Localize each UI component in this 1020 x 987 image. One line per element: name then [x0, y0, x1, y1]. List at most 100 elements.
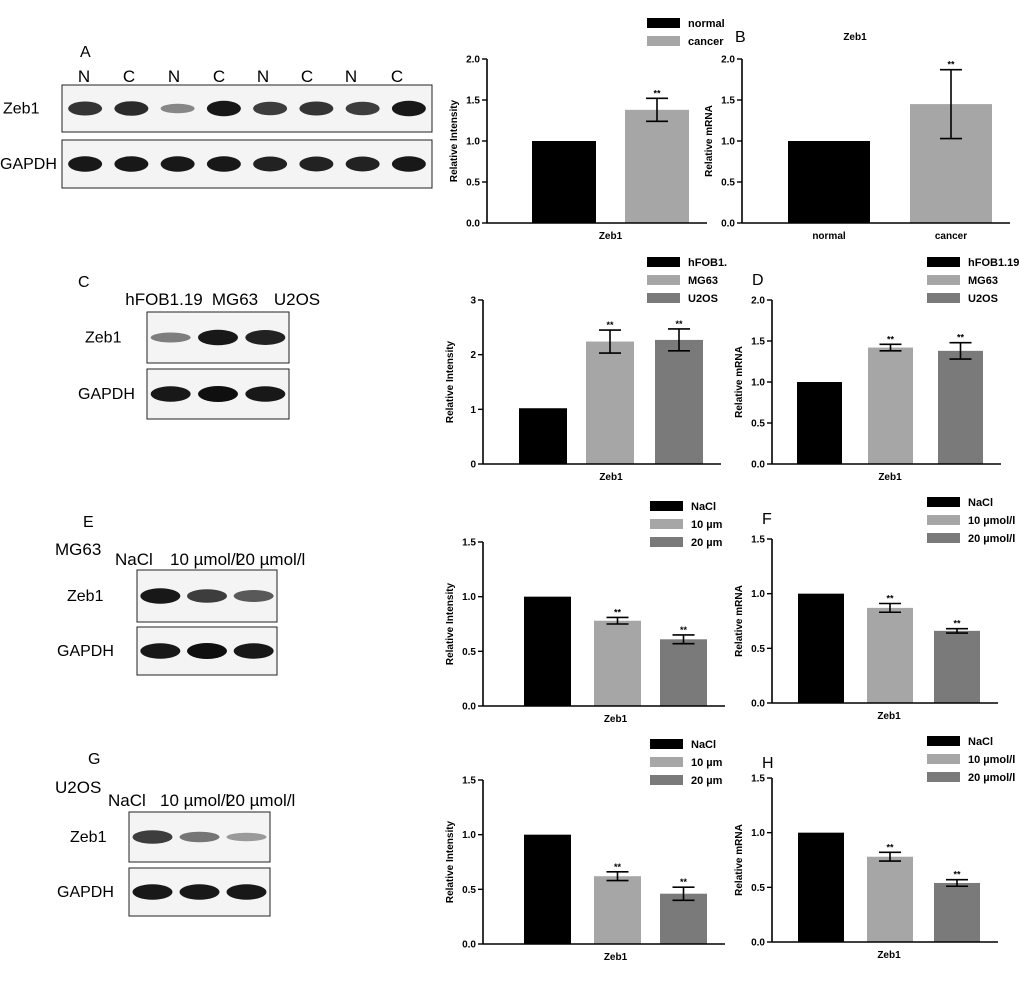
bar	[798, 593, 844, 703]
legend-swatch	[647, 18, 680, 28]
y-axis-label: Relative Intensity	[445, 820, 456, 903]
panel-label: B	[735, 29, 746, 46]
bar	[868, 347, 913, 464]
band	[140, 588, 181, 604]
lane-label: C	[391, 67, 403, 86]
bar	[938, 350, 983, 464]
panel-label: A	[80, 44, 91, 61]
y-tick-label: 2.0	[721, 55, 735, 66]
band	[150, 332, 191, 343]
bar	[655, 339, 703, 464]
lane-label: C	[301, 67, 313, 86]
lane-label: C	[213, 67, 225, 86]
legend-label: 20 µm	[691, 775, 723, 787]
bar	[594, 620, 641, 706]
y-axis-label: Relative Intensity	[445, 340, 456, 423]
legend-swatch	[647, 257, 680, 267]
legend-label: NaCl	[691, 501, 716, 513]
protein-label: Zeb1	[70, 829, 107, 846]
panel-label: F	[762, 511, 772, 528]
lane-label: NaCl	[115, 550, 153, 569]
band	[160, 103, 195, 114]
y-tick-label: 1.5	[721, 96, 735, 107]
legend-label: MG63	[688, 275, 718, 287]
x-axis-label: Zeb1	[877, 711, 901, 722]
legend-swatch	[927, 497, 960, 507]
legend-label: NaCl	[691, 739, 716, 751]
y-tick-label: 2.0	[751, 296, 765, 307]
x-tick-label: normal	[812, 231, 846, 242]
band	[132, 830, 173, 844]
bar	[867, 856, 913, 942]
y-tick-label: 1.0	[462, 830, 476, 841]
panel-label: D	[752, 272, 764, 289]
lane-label: N	[345, 67, 357, 86]
band	[206, 100, 241, 117]
bar	[594, 876, 641, 944]
band	[391, 100, 426, 117]
legend-label: 10 µmol/l	[968, 754, 1015, 766]
y-tick-label: 0.0	[466, 219, 480, 230]
band	[132, 884, 173, 900]
bar-chart-5: ** ** 0.0 0.5 1.0 1.5 Relative mRNA Zeb1 F NaCl 10…	[734, 497, 1015, 722]
band	[345, 101, 380, 116]
legend-label: 10 µmol/l	[968, 515, 1015, 527]
legend-label: U2OS	[968, 293, 998, 305]
y-tick-label: 2	[470, 350, 476, 361]
bar-chart-7: ** ** 0.0 0.5 1.0 1.5 Relative mRNA Zeb1 H NaCl 10…	[734, 736, 1015, 961]
band	[198, 329, 238, 346]
band	[187, 643, 227, 659]
legend-swatch	[650, 501, 683, 511]
legend-label: hFOB1.19	[968, 257, 1019, 269]
lane-label: N	[168, 67, 180, 86]
y-tick-label: 0	[470, 460, 476, 471]
y-tick-label: 1.5	[751, 535, 765, 546]
band	[206, 156, 241, 172]
bar	[798, 832, 844, 942]
significance-label: **	[606, 320, 614, 330]
blot-panel-e: E MG63 NaCl 10 µmol/l20 µmol/l Zeb1 GAPDH	[55, 514, 305, 676]
y-tick-label: 1.5	[462, 538, 476, 549]
significance-label: **	[680, 877, 688, 887]
lane-label: hFOB1.19	[125, 290, 203, 309]
band	[391, 156, 426, 172]
y-axis-label: Relative mRNA	[734, 585, 745, 657]
lane-label: 10 µmol/l	[170, 550, 239, 569]
legend-label: 10 µm	[691, 519, 723, 531]
legend-label: 10 µm	[691, 757, 723, 769]
band	[245, 330, 286, 345]
y-tick-label: 1	[470, 405, 476, 416]
bar	[867, 607, 913, 703]
band	[160, 156, 195, 172]
bar-chart-4: ** ** 0.0 0.5 1.0 1.5 Relative Intensity Zeb1 Na…	[445, 501, 725, 725]
y-tick-label: 1.5	[466, 96, 480, 107]
y-tick-label: 1.0	[721, 137, 735, 148]
bar	[934, 630, 980, 703]
x-axis-label: Zeb1	[604, 714, 628, 725]
bar-chart-6: ** ** 0.0 0.5 1.0 1.5 Relative Intensity Zeb1 Na…	[445, 739, 725, 963]
legend-swatch	[927, 257, 960, 267]
legend-label: NaCl	[968, 736, 993, 748]
y-axis-label: Relative mRNA	[734, 346, 745, 418]
panel-label: C	[78, 274, 90, 291]
chart-title: Zeb1	[843, 32, 867, 43]
band	[187, 589, 227, 603]
bar-chart-2: ** ** 0 1 2 3 Relative Intensity Zeb1 hFOB1. MG63…	[445, 257, 727, 483]
significance-label: **	[680, 625, 688, 635]
legend-label: hFOB1.	[688, 257, 727, 269]
lane-label: 20 µmol/l	[236, 550, 305, 569]
y-tick-label: 1.0	[751, 828, 765, 839]
bar	[524, 834, 571, 944]
legend-swatch	[647, 293, 680, 303]
band	[179, 884, 220, 900]
y-tick-label: 0.5	[721, 178, 735, 189]
y-tick-label: 1.0	[751, 378, 765, 389]
significance-label: **	[675, 319, 683, 329]
protein-label: GAPDH	[57, 643, 114, 660]
legend-swatch	[927, 293, 960, 303]
band	[253, 101, 288, 116]
legend-label: normal	[688, 18, 725, 30]
legend-label: U2OS	[688, 293, 718, 305]
x-tick-label: cancer	[935, 231, 967, 242]
y-tick-label: 0.0	[751, 699, 765, 710]
